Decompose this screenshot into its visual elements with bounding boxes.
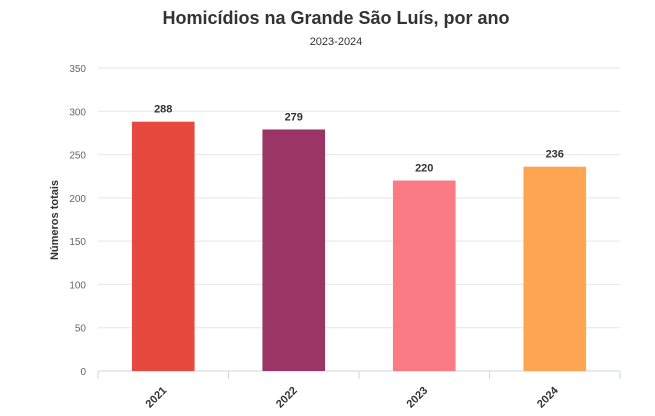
y-tick-label: 50 (75, 324, 87, 335)
bar[interactable] (392, 180, 456, 371)
y-axis-label: Números totais (49, 180, 61, 260)
bar[interactable] (131, 121, 195, 371)
y-tick-label: 100 (69, 280, 86, 291)
y-tick-label: 150 (69, 237, 86, 248)
data-label: 279 (285, 111, 303, 123)
y-tick-label: 300 (69, 107, 86, 118)
data-label: 288 (154, 104, 172, 116)
bar[interactable] (262, 129, 326, 371)
data-label: 220 (415, 163, 433, 175)
bar[interactable] (523, 166, 587, 371)
y-tick-label: 200 (69, 194, 86, 205)
x-tick-label: 2023 (405, 385, 431, 411)
chart-title: Homicídios na Grande São Luís, por ano (162, 8, 509, 28)
data-labels: 288 279 220 236 (154, 104, 564, 175)
y-axis-ticks: 0 50 100 150 200 250 300 350 (69, 64, 86, 378)
bars (131, 121, 587, 371)
x-tick-label: 2024 (535, 384, 561, 410)
x-tick-label: 2021 (144, 385, 170, 411)
y-tick-label: 350 (69, 64, 86, 75)
chart-subtitle: 2023-2024 (310, 36, 363, 48)
x-tick-label: 2022 (274, 385, 300, 411)
y-tick-label: 250 (69, 151, 86, 162)
y-tick-label: 0 (80, 367, 86, 378)
x-axis-ticks: 2021 2022 2023 2024 (144, 384, 562, 410)
data-label: 236 (546, 149, 564, 161)
